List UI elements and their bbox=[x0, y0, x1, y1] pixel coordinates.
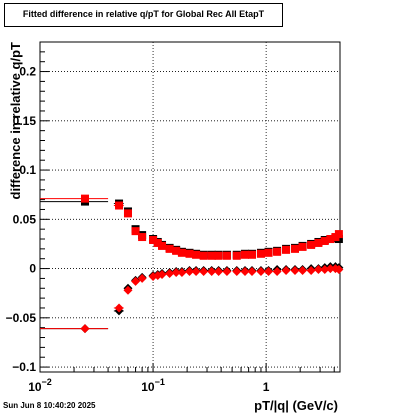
data-point bbox=[281, 266, 291, 276]
data-point bbox=[247, 267, 257, 277]
data-point bbox=[214, 267, 224, 277]
data-point bbox=[320, 236, 329, 245]
y-tick-label: −0.1 bbox=[12, 360, 36, 374]
data-point bbox=[177, 248, 186, 257]
data-point bbox=[192, 250, 201, 259]
data-point bbox=[80, 324, 90, 334]
data-point bbox=[291, 244, 300, 253]
data-point bbox=[199, 251, 208, 260]
timestamp: Sun Jun 8 10:40:20 2025 bbox=[3, 401, 96, 410]
y-tick-label: 0.1 bbox=[19, 163, 36, 177]
y-tick-label: 0.05 bbox=[13, 212, 37, 226]
data-point bbox=[232, 251, 241, 260]
data-point bbox=[256, 267, 266, 277]
data-point bbox=[80, 194, 89, 203]
data-point bbox=[232, 267, 242, 277]
data-point bbox=[334, 230, 343, 239]
data-point bbox=[214, 251, 223, 260]
x-tick-label: 1 bbox=[263, 380, 270, 394]
data-point bbox=[138, 233, 147, 242]
y-axis-label: difference in relative q/pT bbox=[8, 42, 23, 200]
data-point bbox=[290, 266, 300, 276]
data-point bbox=[165, 244, 174, 253]
chart-title: Fitted difference in relative q/pT for G… bbox=[22, 9, 265, 19]
data-point bbox=[165, 268, 175, 278]
data-point bbox=[199, 267, 209, 277]
data-point bbox=[282, 245, 291, 254]
plot-frame bbox=[39, 41, 341, 373]
data-point bbox=[177, 268, 187, 278]
series-4 bbox=[40, 264, 344, 334]
data-point bbox=[240, 267, 250, 277]
y-tick-label: 0 bbox=[29, 262, 36, 276]
axes: −0.1 −0.05 0 0.05 0.1 0.15 0.2 10−2 10−1 1 bbox=[6, 51, 335, 394]
data-point bbox=[264, 248, 273, 257]
x-tick-label: 10−2 bbox=[28, 377, 52, 394]
data-point bbox=[306, 266, 316, 276]
data-point bbox=[114, 303, 124, 313]
data-point bbox=[272, 267, 282, 277]
x-tick-label: 10−1 bbox=[141, 377, 165, 394]
data-marks bbox=[40, 194, 344, 334]
grid bbox=[39, 42, 340, 372]
data-point bbox=[131, 227, 140, 236]
data-point bbox=[157, 269, 167, 279]
data-point bbox=[298, 266, 308, 276]
data-point bbox=[222, 251, 231, 260]
data-point bbox=[123, 209, 132, 218]
data-point bbox=[320, 265, 330, 275]
data-point bbox=[248, 250, 257, 259]
data-point bbox=[326, 235, 335, 244]
data-point bbox=[222, 267, 232, 277]
data-point bbox=[158, 241, 167, 250]
data-point bbox=[256, 249, 265, 258]
data-point bbox=[325, 264, 335, 274]
y-tick-label: 0.2 bbox=[19, 65, 36, 79]
data-point bbox=[123, 285, 133, 295]
data-point bbox=[185, 249, 194, 258]
data-point bbox=[185, 267, 195, 277]
data-point bbox=[171, 268, 181, 278]
data-point bbox=[298, 242, 307, 251]
data-point bbox=[307, 240, 316, 249]
data-point bbox=[149, 236, 158, 244]
data-point bbox=[207, 267, 217, 277]
data-point bbox=[314, 238, 323, 247]
data-point bbox=[273, 247, 282, 256]
data-point bbox=[153, 238, 162, 247]
data-point bbox=[131, 276, 141, 286]
data-point bbox=[137, 273, 147, 283]
data-point bbox=[240, 250, 249, 259]
data-point bbox=[313, 265, 323, 275]
y-tick-label: −0.05 bbox=[6, 311, 37, 325]
y-tick-label: 0.15 bbox=[13, 114, 37, 128]
data-point bbox=[207, 251, 216, 260]
series-2 bbox=[40, 194, 343, 260]
data-point bbox=[334, 265, 344, 275]
data-point bbox=[191, 267, 201, 277]
data-point bbox=[115, 201, 124, 210]
title-box: Fitted difference in relative q/pT for G… bbox=[4, 3, 283, 27]
x-axis-label: pT/|q| (GeV/c) bbox=[254, 398, 338, 413]
data-point bbox=[264, 267, 274, 277]
data-point bbox=[172, 246, 181, 255]
